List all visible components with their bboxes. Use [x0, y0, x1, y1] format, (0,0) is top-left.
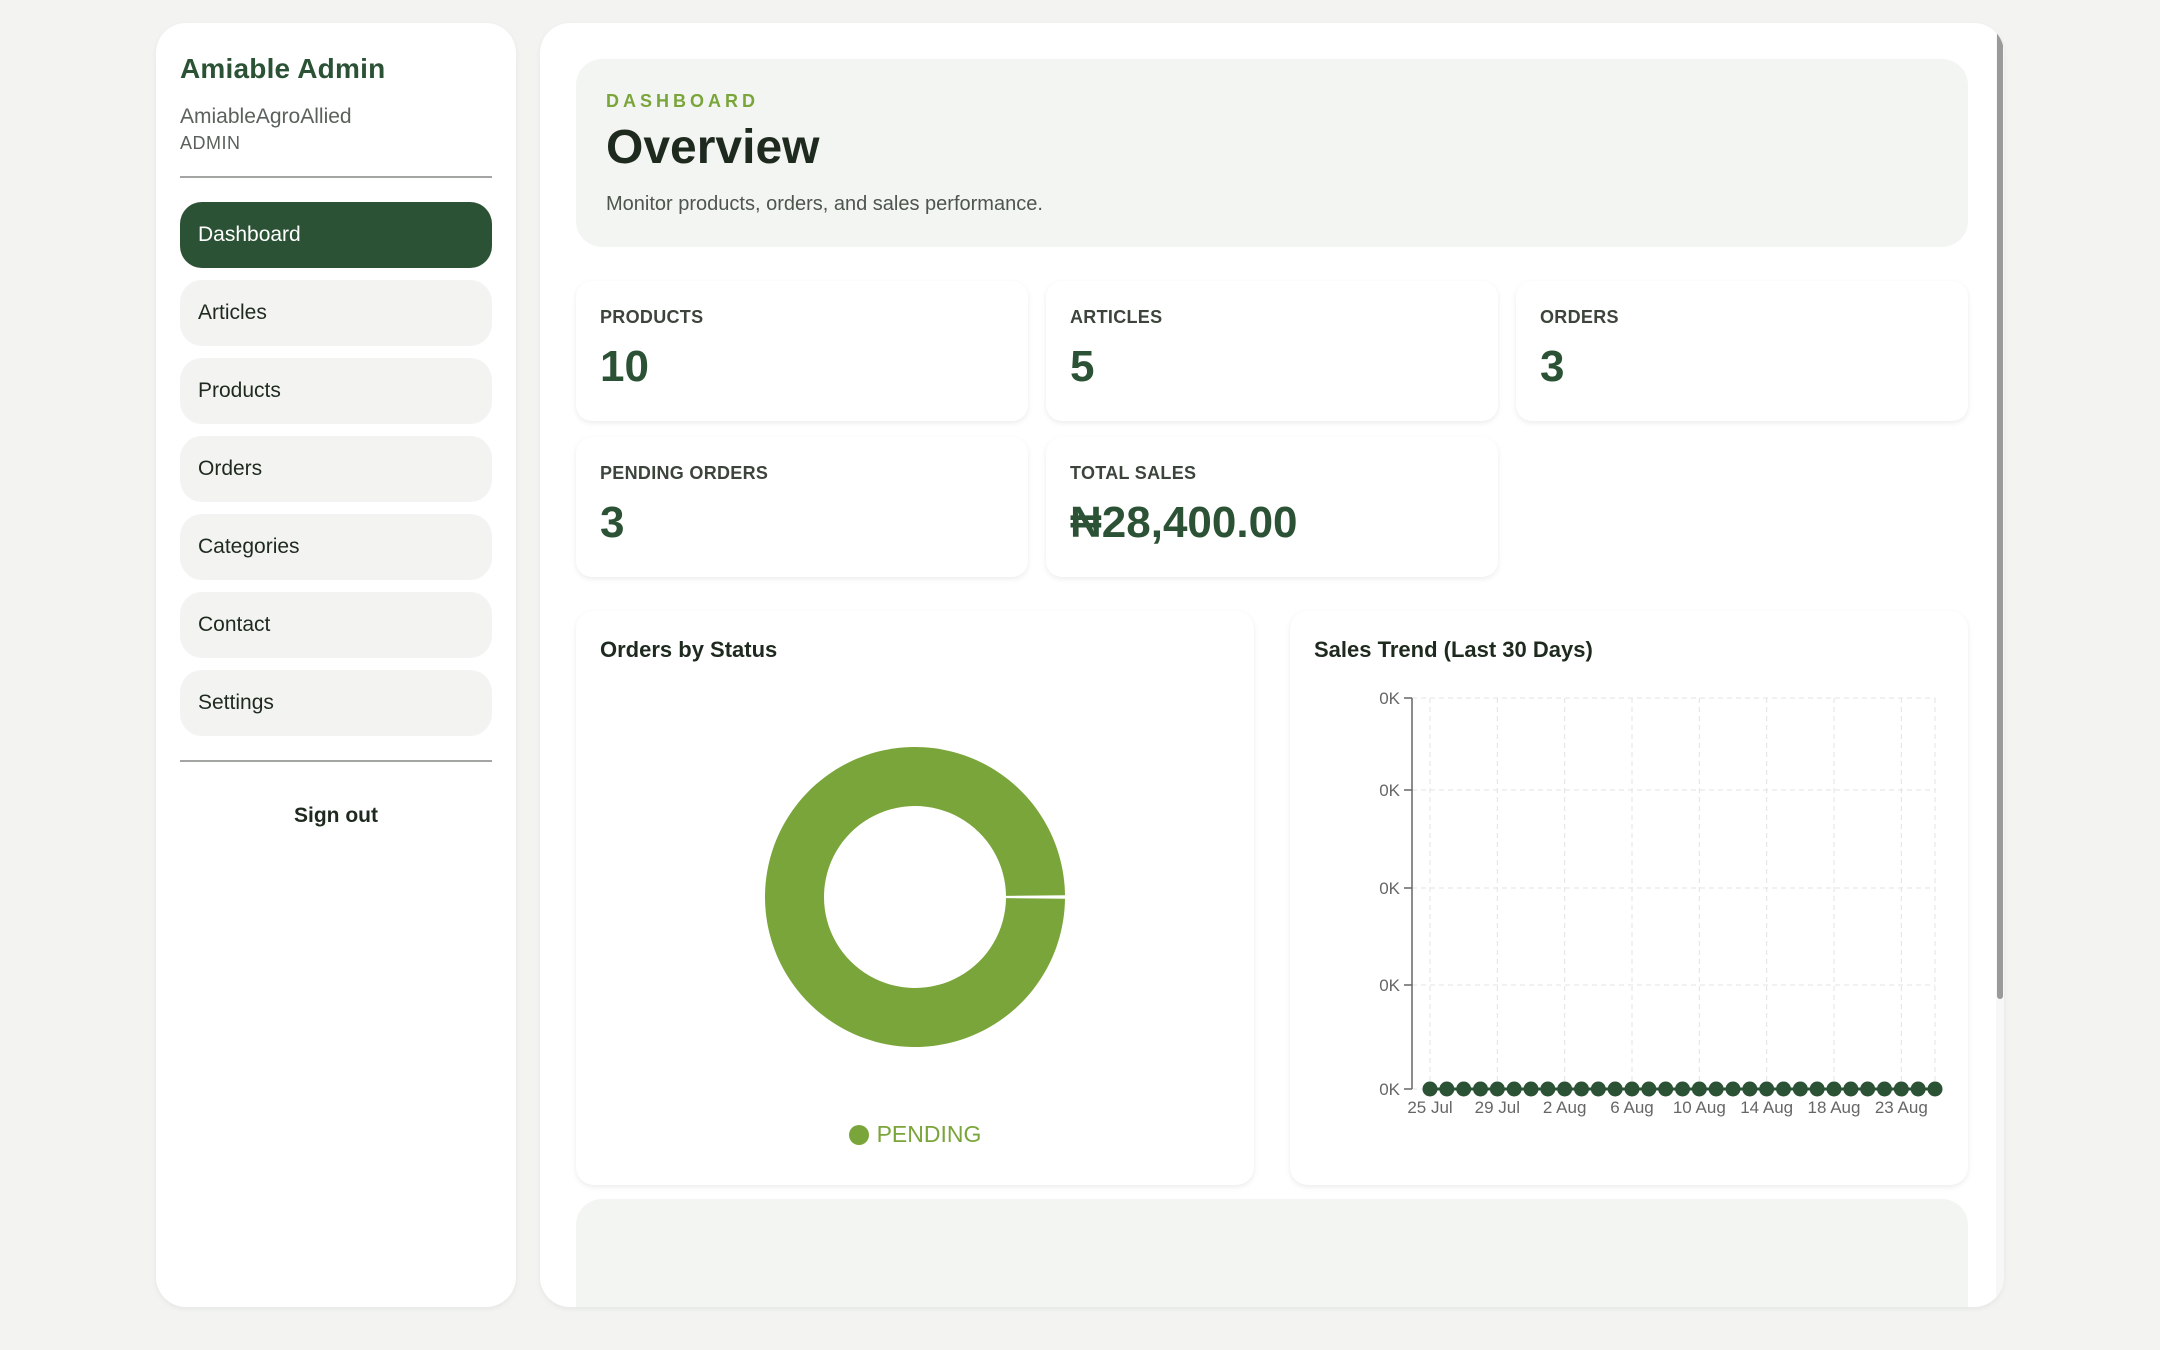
y-tick-label: 0K — [1379, 689, 1400, 708]
legend-swatch — [848, 1124, 869, 1145]
stat-value: 10 — [600, 342, 649, 391]
sidebar-item-categories[interactable]: Categories — [180, 514, 492, 580]
data-point[interactable] — [1489, 1081, 1505, 1097]
x-tick-label: 29 Jul — [1475, 1098, 1520, 1117]
data-point[interactable] — [1422, 1081, 1438, 1097]
data-point[interactable] — [1759, 1081, 1775, 1097]
data-point[interactable] — [1893, 1081, 1909, 1097]
sales-trend-card: Sales Trend (Last 30 Days) 0K 0K 0K 0K 0K 25 … — [1290, 611, 1968, 1185]
stat-label: PENDING ORDERS — [600, 463, 769, 483]
page-header: DASHBOARD Overview Monitor products, ord… — [576, 59, 1968, 247]
stat-card-orders: ORDERS 3 — [1516, 281, 1968, 421]
sales-trend-line-chart: 0K 0K 0K 0K 0K 25 Jul 29 Jul 2 Aug 6 Aug 10 Aug 14… — [1379, 689, 1943, 1117]
stat-value: ₦28,400.00 — [1070, 498, 1298, 547]
page-description: Monitor products, orders, and sales perf… — [606, 193, 1043, 215]
data-point[interactable] — [1877, 1081, 1892, 1097]
x-tick-label: 10 Aug — [1673, 1098, 1726, 1117]
data-point[interactable] — [1557, 1081, 1573, 1097]
data-point[interactable] — [1725, 1081, 1741, 1097]
data-point[interactable] — [1658, 1081, 1674, 1097]
data-point[interactable] — [1624, 1081, 1640, 1097]
sidebar-divider-bottom — [180, 760, 492, 762]
x-tick-label: 2 Aug — [1543, 1098, 1587, 1117]
scrollbar-thumb[interactable] — [1997, 23, 2003, 999]
orders-by-status-card: Orders by Status PENDING — [576, 611, 1254, 1185]
user-role: ADMIN — [180, 133, 241, 153]
sidebar-item-contact[interactable]: Contact — [180, 592, 492, 658]
data-point[interactable] — [1776, 1081, 1791, 1097]
stat-card-articles: ARTICLES 5 — [1046, 281, 1498, 421]
scrollbar[interactable] — [1996, 23, 2004, 1307]
data-point[interactable] — [1574, 1081, 1589, 1097]
data-point[interactable] — [1439, 1081, 1455, 1097]
stat-label: ORDERS — [1540, 307, 1619, 327]
data-point[interactable] — [1708, 1081, 1724, 1097]
x-tick-label: 23 Aug — [1875, 1098, 1928, 1117]
stat-label: PRODUCTS — [600, 307, 704, 327]
page-eyebrow: DASHBOARD — [606, 91, 759, 111]
legend-label[interactable]: PENDING — [876, 1121, 982, 1147]
stat-label: ARTICLES — [1070, 307, 1163, 327]
stat-card-total-sales: TOTAL SALES ₦28,400.00 — [1046, 437, 1498, 577]
stat-card-products: PRODUCTS 10 — [576, 281, 1028, 421]
y-tick-label: 0K — [1379, 976, 1400, 995]
data-point[interactable] — [1641, 1081, 1657, 1097]
data-point[interactable] — [1473, 1081, 1488, 1097]
chart-title: Orders by Status — [600, 637, 778, 662]
orders-status-donut-chart — [765, 747, 1065, 1047]
y-tick-label: 0K — [1379, 1080, 1400, 1099]
page-title: Overview — [606, 121, 820, 174]
brand-title: Amiable Admin — [180, 53, 386, 84]
sidebar-divider — [180, 176, 492, 178]
data-point[interactable] — [1826, 1081, 1842, 1097]
sidebar-item-settings[interactable]: Settings — [180, 670, 492, 736]
y-tick-label: 0K — [1379, 781, 1400, 800]
bottom-panel — [576, 1199, 1968, 1307]
data-point[interactable] — [1843, 1081, 1859, 1097]
data-point[interactable] — [1809, 1081, 1825, 1097]
donut-slice-pending[interactable] — [765, 747, 1065, 1047]
x-tick-label: 14 Aug — [1740, 1098, 1793, 1117]
sidebar: Amiable Admin AmiableAgroAllied ADMIN Da… — [156, 23, 516, 1307]
stat-card-pending-orders: PENDING ORDERS 3 — [576, 437, 1028, 577]
data-point[interactable] — [1910, 1081, 1926, 1097]
data-point[interactable] — [1792, 1081, 1808, 1097]
data-point[interactable] — [1607, 1081, 1623, 1097]
main-content: DASHBOARD Overview Monitor products, ord… — [540, 23, 2004, 1307]
stat-value: 5 — [1070, 342, 1095, 391]
sign-out-button[interactable]: Sign out — [294, 804, 378, 827]
sidebar-item-articles[interactable]: Articles — [180, 280, 492, 346]
stat-value: 3 — [1540, 342, 1565, 391]
organization-name: AmiableAgroAllied — [180, 105, 352, 128]
sidebar-item-products[interactable]: Products — [180, 358, 492, 424]
stat-label: TOTAL SALES — [1070, 463, 1197, 483]
data-point[interactable] — [1675, 1081, 1690, 1097]
data-point[interactable] — [1590, 1081, 1606, 1097]
data-point[interactable] — [1506, 1081, 1522, 1097]
chart-legend: PENDING — [576, 1121, 1254, 1148]
data-point[interactable] — [1691, 1081, 1707, 1097]
sidebar-item-orders[interactable]: Orders — [180, 436, 492, 502]
data-point[interactable] — [1927, 1081, 1943, 1097]
sidebar-item-dashboard[interactable]: Dashboard — [180, 202, 492, 268]
sidebar-nav: Dashboard Articles Products Orders Categ… — [180, 202, 492, 736]
x-tick-label: 18 Aug — [1808, 1098, 1861, 1117]
x-tick-label: 6 Aug — [1610, 1098, 1654, 1117]
x-tick-label: 25 Jul — [1407, 1098, 1452, 1117]
stat-value: 3 — [600, 498, 625, 547]
data-point[interactable] — [1456, 1081, 1472, 1097]
data-point[interactable] — [1860, 1081, 1876, 1097]
data-point[interactable] — [1742, 1081, 1758, 1097]
data-point[interactable] — [1540, 1081, 1556, 1097]
chart-title: Sales Trend (Last 30 Days) — [1314, 637, 1593, 662]
data-point[interactable] — [1523, 1081, 1539, 1097]
y-tick-label: 0K — [1379, 879, 1400, 898]
